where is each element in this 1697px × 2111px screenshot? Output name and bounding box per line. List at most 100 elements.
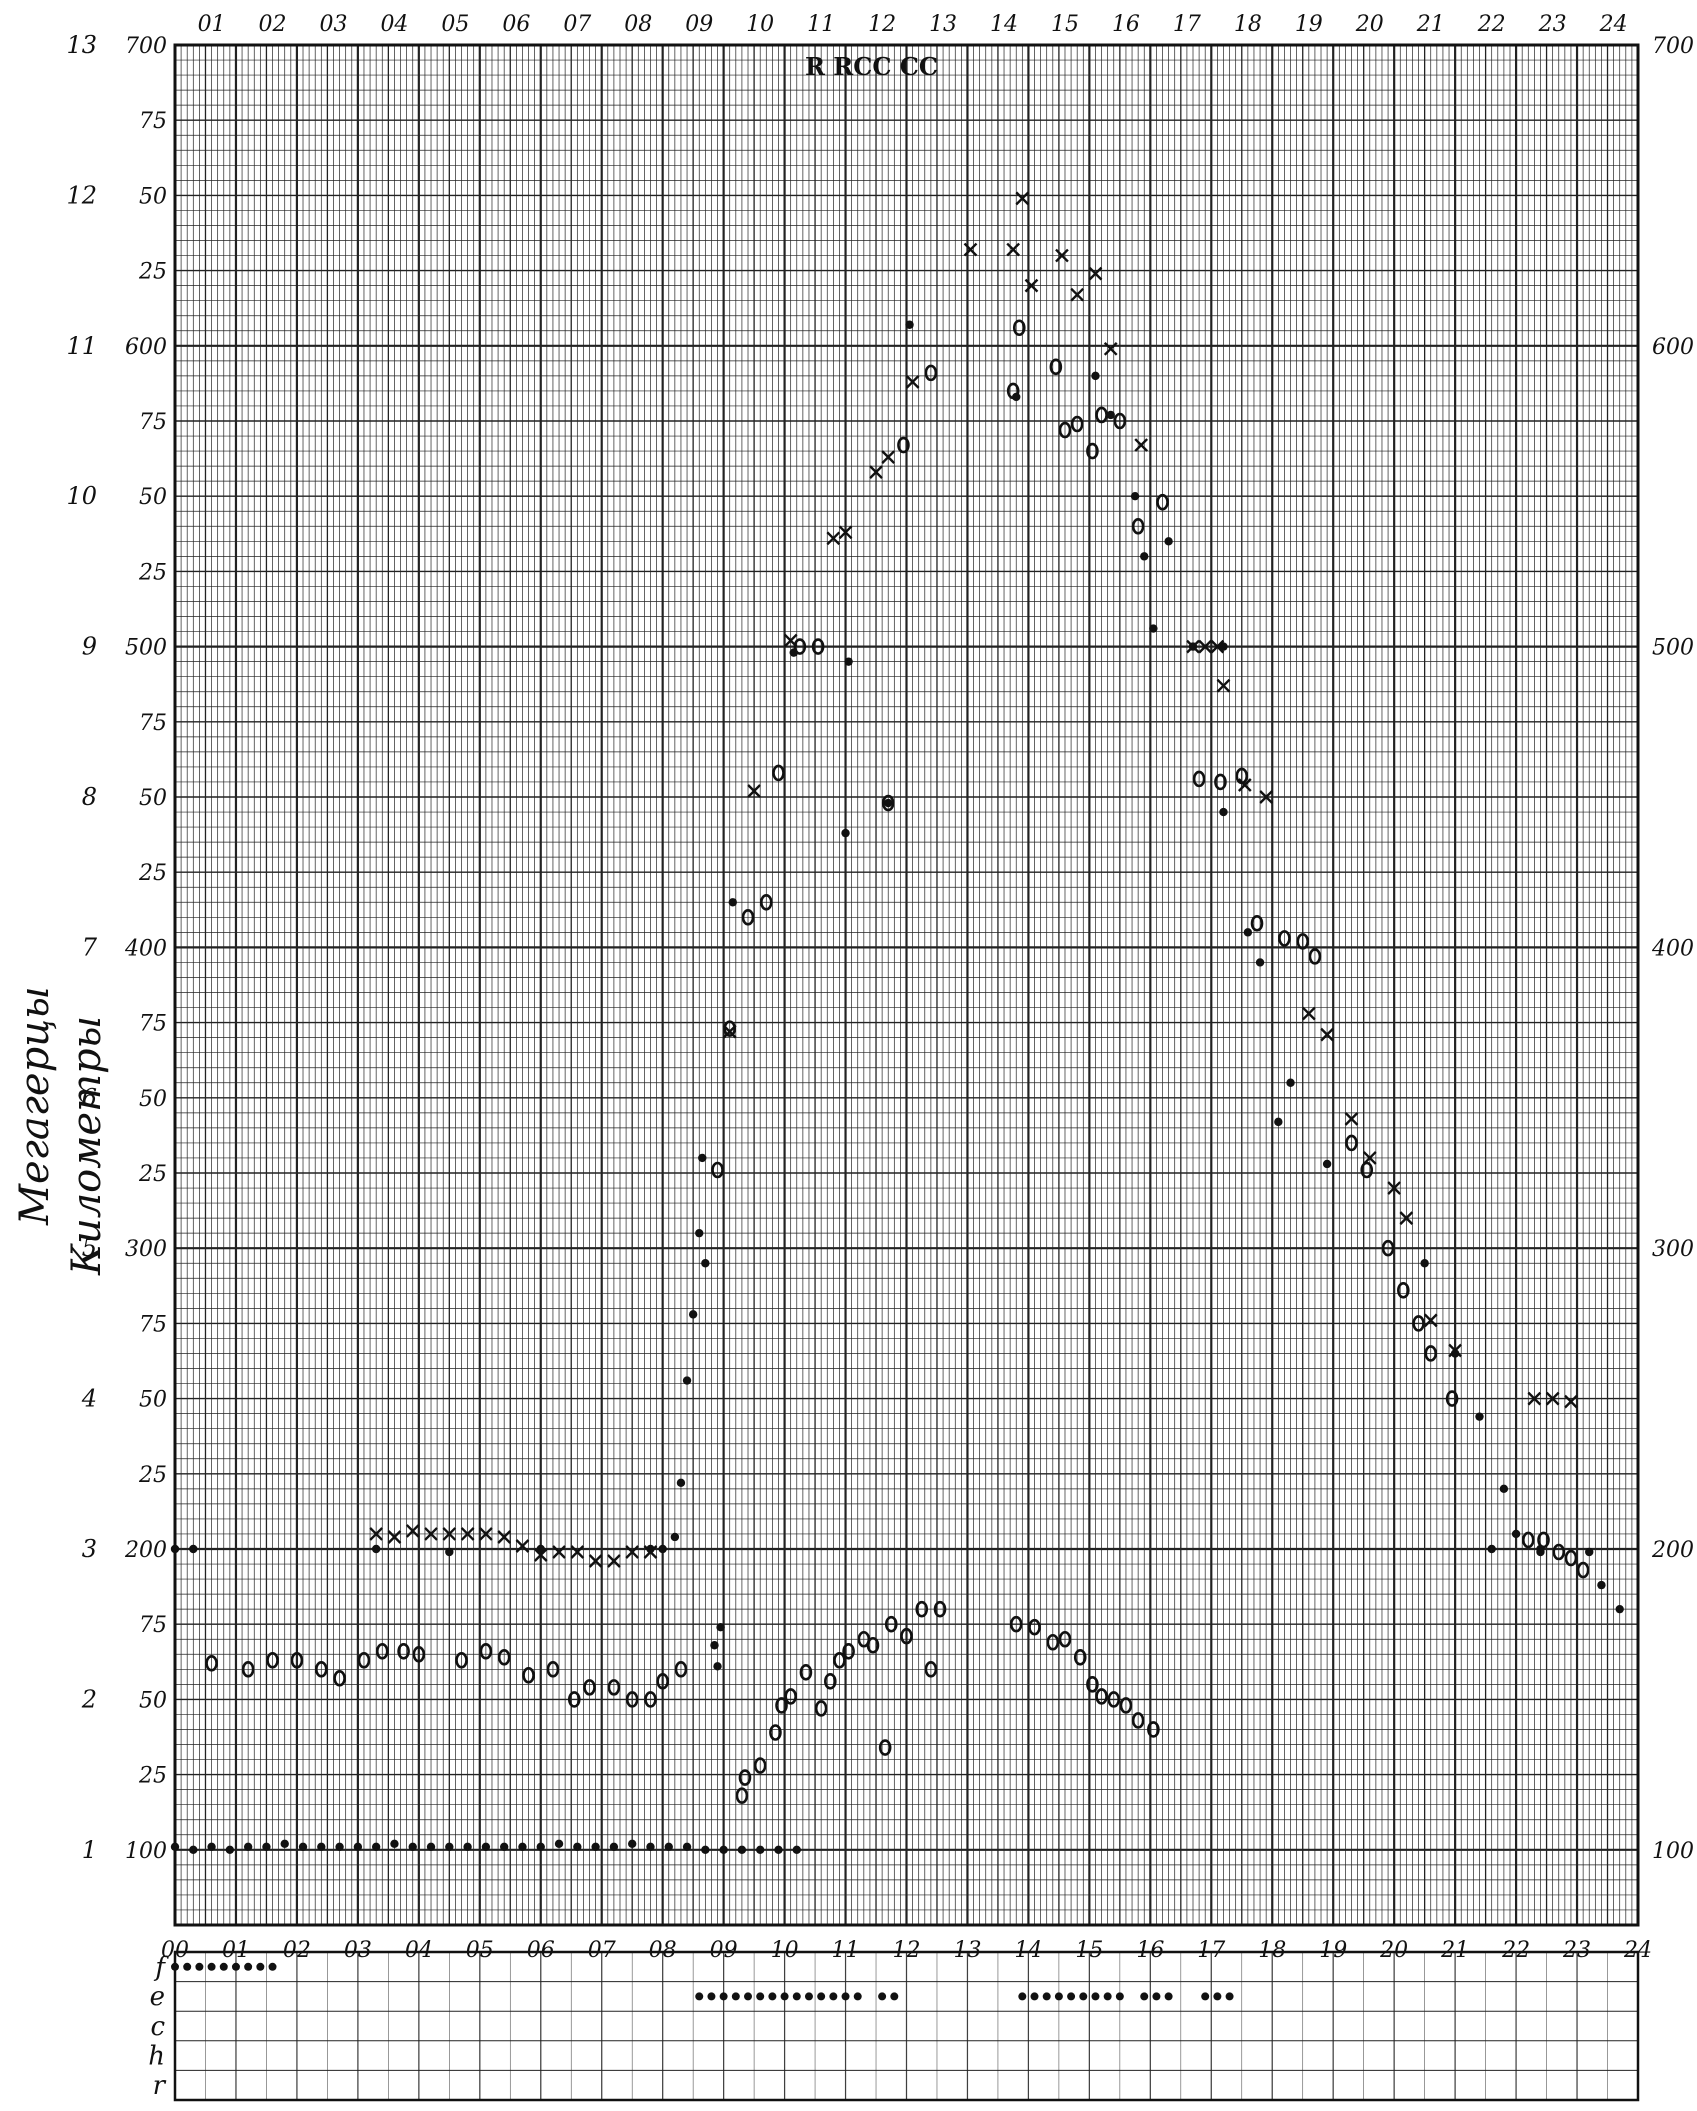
x-tick-label-top: 13 [929,12,957,37]
plot-frame [173,43,1640,1927]
y-tick-label-km: 75 [139,410,167,435]
data-point-dot [1499,1484,1509,1494]
data-point-dot [335,1842,344,1851]
data-point-dot [445,1842,454,1851]
data-point-circle [1552,1543,1566,1561]
y-tick-label-mhz: 10 [66,482,97,510]
data-point-cross [405,1524,420,1538]
data-point-dot [1140,552,1149,561]
data-point-circle [915,1600,929,1618]
data-point-circle [866,1636,880,1654]
y-tick-label-km: 50 [139,1087,167,1112]
cross-stroke [1564,1394,1578,1409]
data-point-circle [769,1724,782,1741]
y-tick-label-km: 25 [138,1463,167,1488]
cross-stroke [1186,639,1200,654]
data-point-cross [1070,287,1085,302]
data-point-cross [1564,1394,1578,1409]
data-point-circle [397,1642,410,1660]
y-tick-label-mhz: 1 [82,1836,97,1864]
data-point-cross [497,1530,512,1544]
data-point-circle [1345,1134,1358,1152]
data-point-dot [1219,642,1228,651]
y-tick-label-km-right: 600 [1652,335,1694,360]
data-point-circle [583,1679,596,1696]
data-point-cross [1362,1151,1377,1165]
data-point-circle [1147,1721,1160,1738]
data-point-dot [1615,1604,1624,1614]
y-tick-label-mhz: 7 [82,933,98,961]
y-tick-label-mhz: 5 [82,1234,97,1262]
data-point-cross [570,1545,585,1559]
x-tick-label-top: 04 [380,12,408,37]
data-point-dot [189,1544,198,1554]
cross-stroke [515,1539,530,1553]
data-point-circle [412,1645,426,1663]
strip-row-label: h [148,2041,165,2071]
data-point-dot [676,1478,686,1488]
data-point-circle [1095,1688,1108,1705]
strip-mark-e [707,1992,716,2001]
data-point-dot [1149,624,1158,633]
data-point-dot [841,828,850,838]
data-point-cross [881,450,896,464]
strip-mark-e [756,1992,765,2001]
strip-mark-e [878,1992,887,2001]
data-point-circle [824,1673,837,1690]
grid [173,43,1640,1927]
data-point-dot [1585,1547,1594,1557]
data-point-dot [710,1641,719,1650]
data-point-dot [1286,1078,1295,1087]
cross-stroke [1362,1151,1377,1165]
data-point-circle [1131,1712,1145,1729]
data-point-circle [1073,1648,1087,1666]
y-tick-label-km-right: 100 [1652,1839,1694,1864]
y-tick-label-km: 25 [138,560,167,585]
data-point-dot [701,1259,710,1268]
data-point-cross [722,1024,737,1039]
y-tick-label-km: 200 [124,1538,167,1563]
cross-stroke [1210,639,1225,654]
data-point-circle [1576,1561,1590,1579]
cross-stroke [783,633,798,648]
strip-mark-e [1115,1992,1124,2001]
data-point-dot [463,1842,472,1851]
data-point-cross [1055,248,1069,263]
cross-stroke [1320,1027,1334,1042]
data-point-circle [897,436,910,454]
cross-stroke [722,1024,737,1039]
cross-stroke [588,1554,603,1568]
data-point-cross [460,1527,475,1541]
data-point-cross [905,375,920,389]
data-point-circle [753,1757,767,1774]
data-point-cross [747,784,761,798]
strip-mark-e [853,1992,862,2001]
data-point-cross [1210,639,1225,654]
data-point-circle [656,1673,669,1690]
data-point-dot [426,1842,436,1851]
data-point-dot [695,1228,704,1238]
y-tick-label-km-right: 700 [1652,34,1694,59]
cross-stroke [1387,1181,1402,1195]
cross-stroke [369,1527,384,1541]
data-point-circle [567,1691,581,1708]
strip-mark-e [1079,1992,1088,2001]
data-point-dot [905,320,914,329]
cross-stroke [479,1527,493,1541]
data-point-dot [844,657,853,666]
data-point-cross [826,531,841,546]
data-point-dot [591,1842,600,1851]
data-point-dot [280,1839,289,1848]
data-point-dot [1130,492,1140,501]
data-point-circle [1424,1345,1438,1362]
strip-mark-f [171,1962,179,1971]
y-tick-label-km: 75 [139,1012,167,1037]
data-point-cross [1527,1391,1542,1406]
data-point-circle [1095,406,1108,424]
data-point-dot [774,1845,783,1855]
y-tick-label-km: 600 [125,335,167,360]
data-point-dot [792,1845,801,1855]
cross-stroke [905,375,920,389]
cross-stroke [1198,639,1213,654]
x-tick-label-top: 21 [1416,12,1445,37]
